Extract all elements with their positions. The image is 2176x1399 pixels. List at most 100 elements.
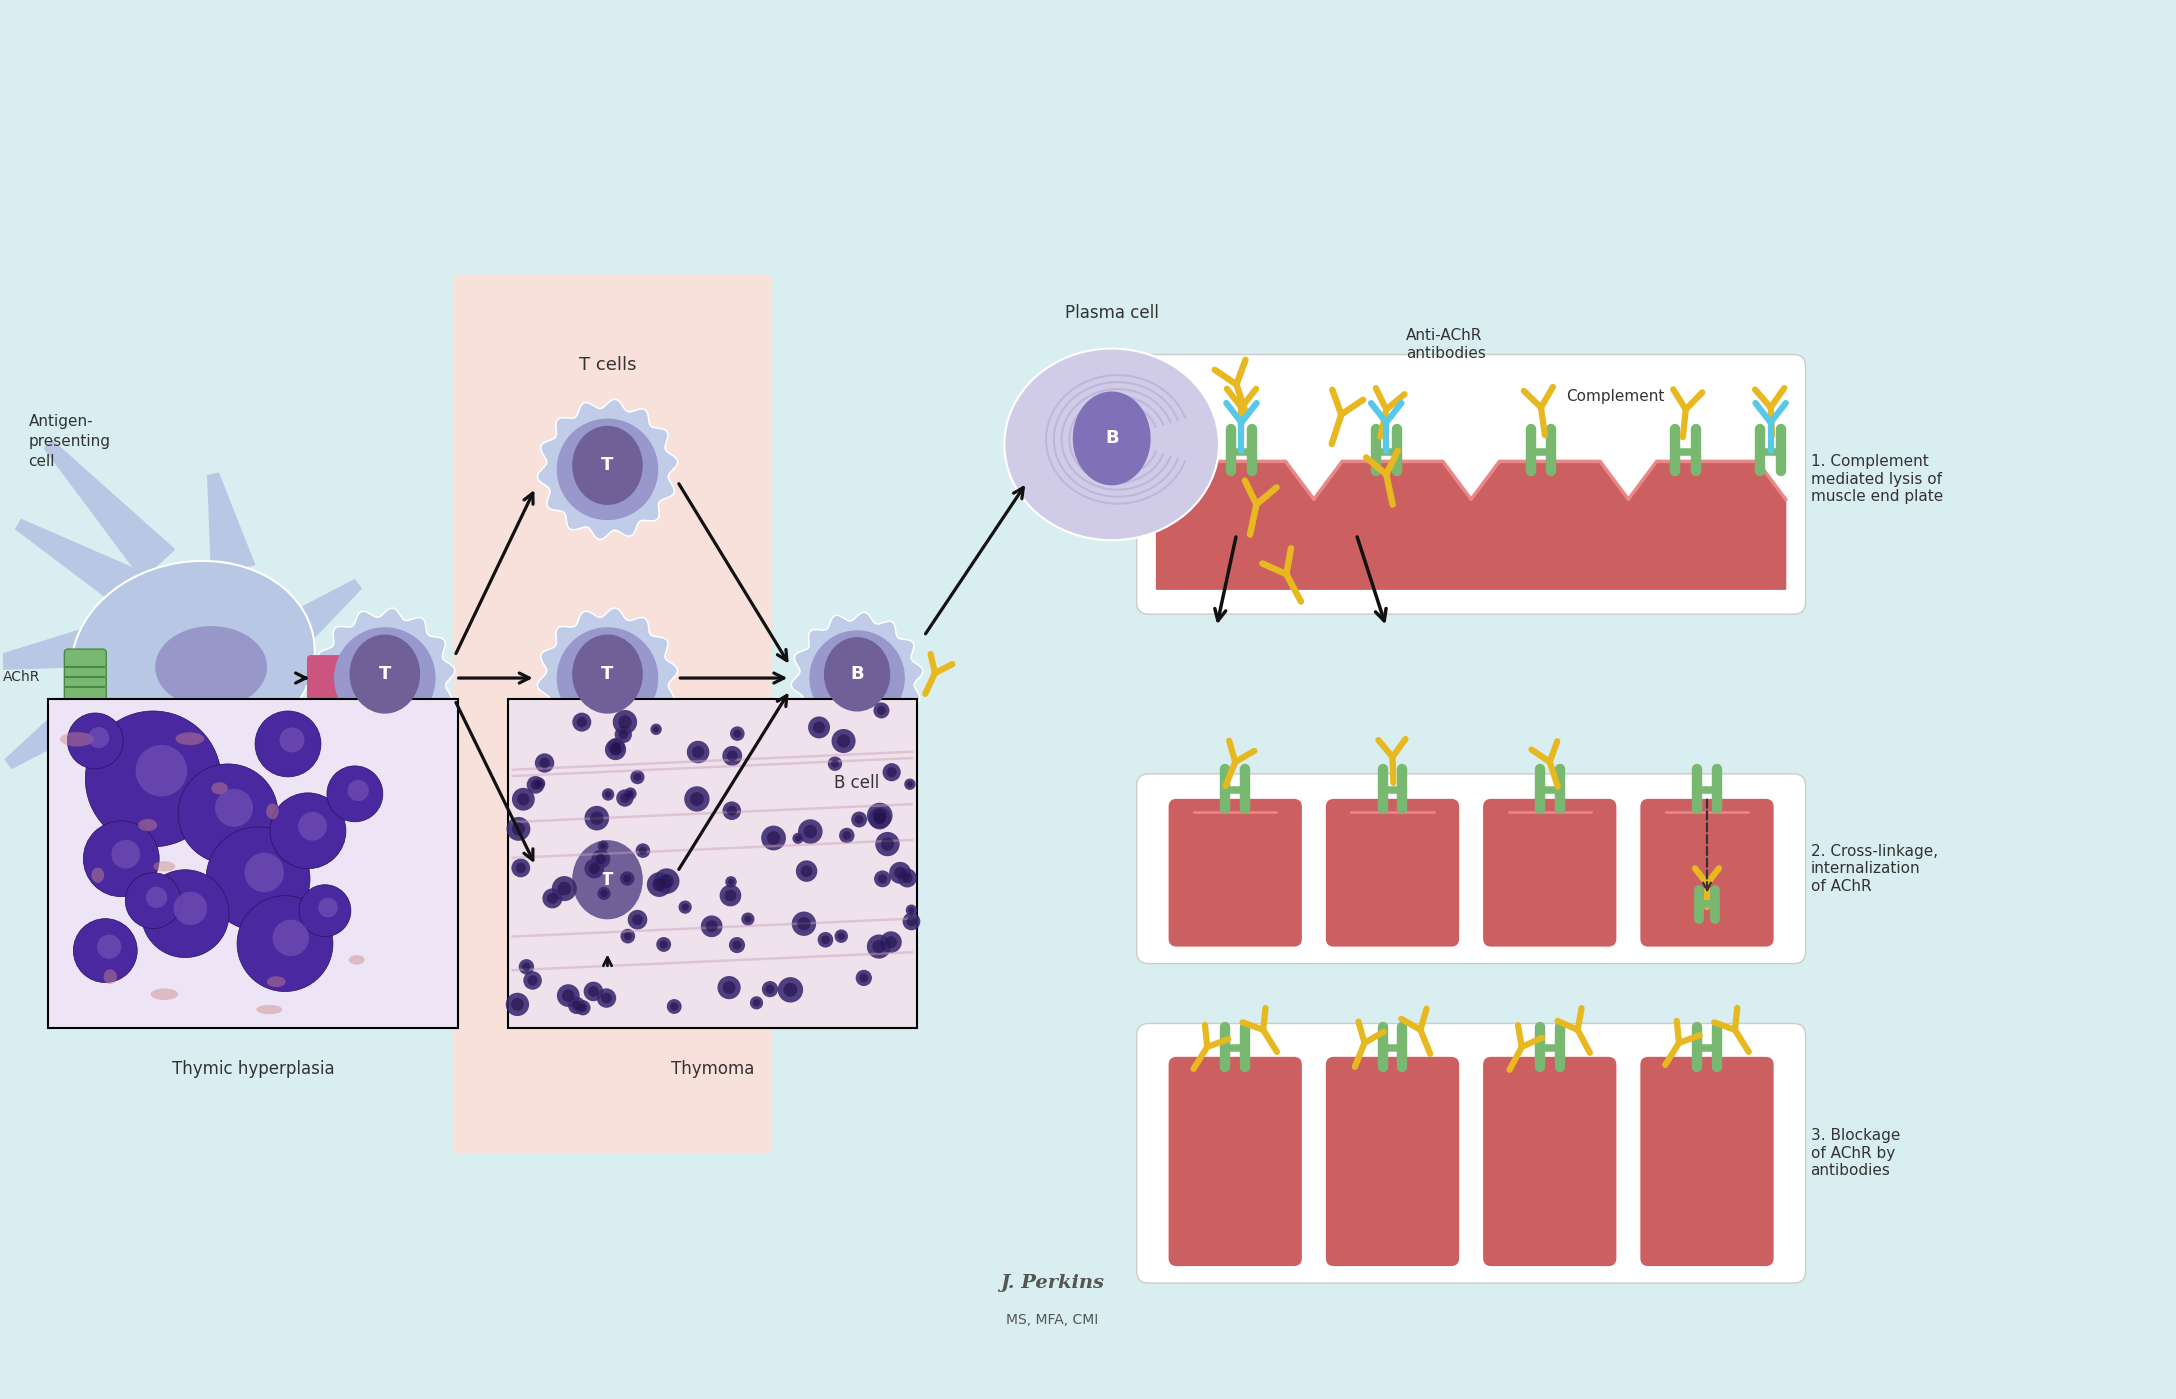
Circle shape [886,936,897,949]
Ellipse shape [137,818,157,831]
Circle shape [651,723,662,734]
Circle shape [701,915,722,937]
Ellipse shape [265,803,279,820]
Circle shape [614,726,631,743]
Circle shape [718,977,740,999]
Circle shape [215,789,252,827]
Circle shape [557,834,657,933]
Circle shape [905,905,916,916]
Circle shape [840,828,855,844]
Circle shape [614,709,638,734]
Circle shape [907,781,914,788]
Text: MS, MFA, CMI: MS, MFA, CMI [1005,1314,1099,1328]
Polygon shape [165,782,211,894]
Circle shape [792,832,803,844]
Circle shape [894,867,905,879]
Circle shape [792,912,816,936]
Circle shape [572,1000,581,1010]
Circle shape [507,817,531,841]
Circle shape [616,789,633,807]
FancyBboxPatch shape [1136,354,1806,614]
Text: Complement: Complement [1567,389,1665,404]
Circle shape [818,932,833,947]
Polygon shape [44,441,174,579]
Text: 1. Complement
mediated lysis of
muscle end plate: 1. Complement mediated lysis of muscle e… [1810,455,1943,504]
Ellipse shape [61,732,94,747]
Text: Antigen-
presenting
cell: Antigen- presenting cell [28,414,111,469]
Circle shape [601,844,607,849]
Circle shape [535,753,555,772]
Circle shape [646,872,672,897]
Circle shape [875,832,899,856]
Text: B: B [1105,429,1118,448]
Circle shape [207,827,309,930]
Circle shape [725,876,738,887]
Circle shape [903,912,920,930]
Text: Plasma cell: Plasma cell [1064,304,1158,322]
Circle shape [777,977,803,1003]
Circle shape [762,825,786,851]
Ellipse shape [268,977,285,988]
Circle shape [527,975,537,985]
Circle shape [540,758,551,768]
Circle shape [620,872,635,886]
Circle shape [705,921,718,932]
Text: 3. Blockage
of AChR by
antibodies: 3. Blockage of AChR by antibodies [1810,1129,1900,1178]
Text: B: B [851,666,864,683]
Circle shape [905,778,916,790]
Circle shape [688,740,709,764]
FancyBboxPatch shape [1484,799,1617,947]
Circle shape [511,997,524,1011]
Circle shape [577,716,588,727]
Circle shape [855,816,864,824]
FancyBboxPatch shape [1484,1056,1617,1266]
FancyBboxPatch shape [1641,1056,1773,1266]
Text: Thymoma: Thymoma [670,1060,755,1079]
Circle shape [809,631,905,725]
Circle shape [725,890,735,901]
Circle shape [141,870,228,957]
Circle shape [873,813,886,824]
Circle shape [842,831,851,839]
Circle shape [690,792,703,806]
Circle shape [622,874,631,883]
Circle shape [505,993,529,1016]
Polygon shape [15,519,150,613]
Circle shape [605,790,611,797]
FancyBboxPatch shape [307,655,344,701]
Circle shape [607,737,625,755]
Circle shape [873,940,886,953]
FancyBboxPatch shape [1169,1056,1301,1266]
Circle shape [511,859,531,877]
FancyBboxPatch shape [453,274,772,1153]
Text: 2. Cross-linkage,
internalization
of AChR: 2. Cross-linkage, internalization of ACh… [1810,844,1937,894]
Circle shape [553,876,577,901]
FancyBboxPatch shape [1325,1056,1460,1266]
Circle shape [568,996,585,1014]
Circle shape [244,853,285,893]
Circle shape [796,916,812,930]
Polygon shape [537,814,677,954]
Circle shape [583,982,603,1002]
Ellipse shape [572,841,642,919]
Circle shape [873,702,890,719]
Circle shape [348,779,370,802]
Circle shape [574,1000,590,1016]
Circle shape [659,874,675,888]
Polygon shape [792,613,923,744]
Circle shape [625,788,638,800]
Polygon shape [265,579,361,662]
Polygon shape [233,748,322,838]
Circle shape [601,890,607,897]
Circle shape [907,916,916,926]
Ellipse shape [1005,348,1219,540]
FancyBboxPatch shape [65,649,107,705]
Circle shape [681,904,690,911]
Polygon shape [207,473,255,574]
Circle shape [831,729,855,753]
Circle shape [603,788,614,800]
Polygon shape [537,609,677,748]
Text: Thymic hyperplasia: Thymic hyperplasia [172,1060,335,1079]
Circle shape [860,974,868,982]
Circle shape [733,730,742,737]
